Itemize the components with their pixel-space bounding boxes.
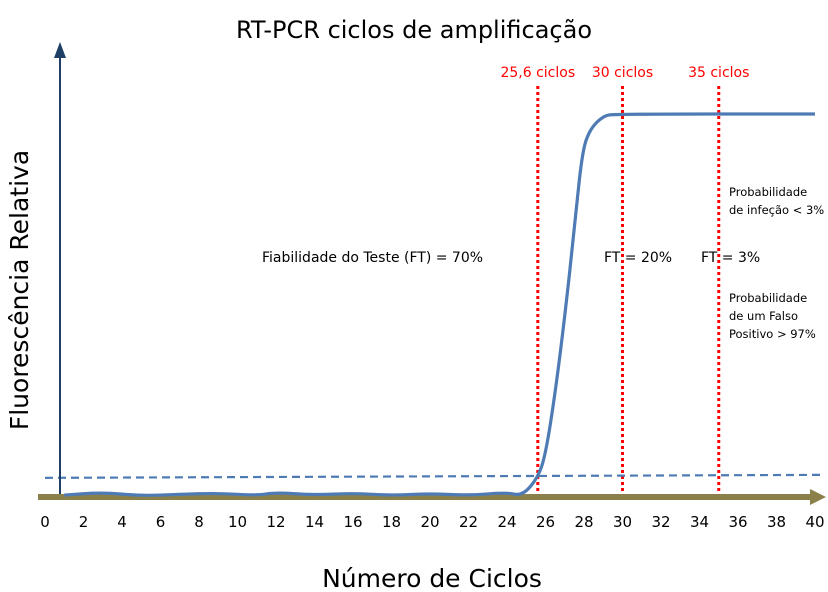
x-tick-label: 4 bbox=[117, 513, 127, 531]
x-tick-label: 24 bbox=[497, 513, 516, 531]
series-line bbox=[64, 112, 815, 497]
x-tick-label: 40 bbox=[805, 513, 824, 531]
x-tick-label: 18 bbox=[382, 513, 401, 531]
x-tick-label: 28 bbox=[574, 513, 593, 531]
x-tick-label: 30 bbox=[613, 513, 632, 531]
x-tick-label: 22 bbox=[459, 513, 478, 531]
x-tick-label: 12 bbox=[266, 513, 285, 531]
annotation-prob-infecao-2: de infeção < 3% bbox=[729, 203, 824, 217]
x-tick-label: 32 bbox=[651, 513, 670, 531]
annotation-ft3: FT = 3% bbox=[701, 250, 760, 266]
annotation-prob-falso-2: de um Falso bbox=[729, 309, 798, 323]
y-axis-arrow bbox=[54, 42, 66, 58]
x-tick-label: 2 bbox=[79, 513, 89, 531]
vline-label: 35 ciclos bbox=[688, 65, 749, 81]
annotation-ft70: Fiabilidade do Teste (FT) = 70% bbox=[262, 250, 483, 266]
annotation-prob-falso-1: Probabilidade bbox=[729, 291, 807, 305]
x-tick-label: 8 bbox=[194, 513, 204, 531]
y-axis-label: Fluorescência Relativa bbox=[5, 150, 34, 430]
x-tick-label: 26 bbox=[536, 513, 555, 531]
annotation-ft20: FT = 20% bbox=[604, 250, 672, 266]
chart-title: RT-PCR ciclos de amplificação bbox=[236, 16, 592, 44]
annotation-prob-infecao-1: Probabilidade bbox=[729, 185, 807, 199]
x-tick-label: 36 bbox=[728, 513, 747, 531]
x-tick-label: 10 bbox=[228, 513, 247, 531]
x-tick-label: 0 bbox=[40, 513, 50, 531]
x-tick-label: 14 bbox=[305, 513, 324, 531]
threshold-line bbox=[44, 473, 826, 479]
x-tick-label: 16 bbox=[343, 513, 362, 531]
annotation-prob-falso-3: Positivo > 97% bbox=[729, 327, 816, 341]
x-tick-label: 6 bbox=[156, 513, 166, 531]
x-tick-label: 34 bbox=[690, 513, 709, 531]
vline-label: 25,6 ciclos bbox=[500, 65, 575, 81]
x-axis-arrow bbox=[810, 489, 826, 505]
vline-label: 30 ciclos bbox=[592, 65, 653, 81]
x-tick-label: 38 bbox=[767, 513, 786, 531]
x-axis-label: Número de Ciclos bbox=[322, 564, 542, 592]
x-tick-label: 20 bbox=[420, 513, 439, 531]
